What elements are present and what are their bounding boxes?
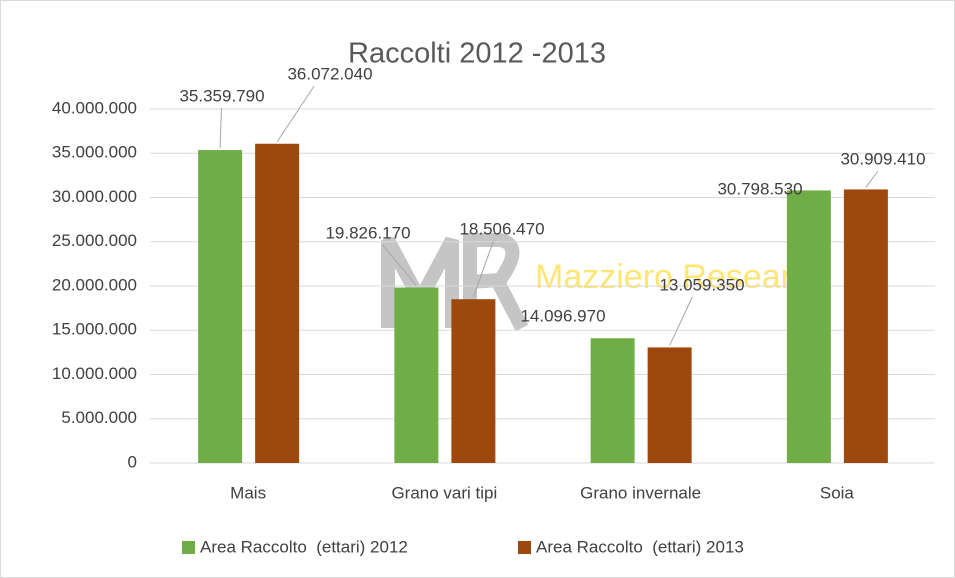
leader-line (865, 170, 879, 188)
y-tick-label: 25.000.000 (52, 231, 137, 250)
bar (786, 190, 831, 463)
watermark-text: Mazziero Research (535, 258, 828, 296)
leader-line (382, 244, 417, 286)
bar (843, 189, 888, 463)
chart-title: Raccolti 2012 -2013 (348, 38, 606, 70)
y-tick-label: 30.000.000 (52, 187, 137, 206)
legend-swatch (518, 541, 531, 554)
bar (255, 143, 300, 463)
data-label: 13.059.350 (659, 275, 744, 294)
data-label: 30.798.530 (717, 179, 802, 198)
data-label: 14.096.970 (520, 306, 605, 325)
x-tick-label: Grano invernale (580, 483, 701, 502)
leader-line (669, 296, 693, 346)
data-label: 18.506.470 (459, 219, 544, 238)
y-tick-label: 20.000.000 (52, 275, 137, 294)
data-label: 19.826.170 (325, 223, 410, 242)
legend-label: Area Raccolto (ettari) 2012 (200, 537, 408, 556)
y-tick-label: 0 (128, 452, 137, 471)
data-label: 30.909.410 (840, 149, 925, 168)
y-tick-label: 35.000.000 (52, 143, 137, 162)
data-label: 36.072.040 (287, 64, 372, 83)
bar (394, 287, 439, 463)
leader-line (472, 240, 494, 298)
leader-line (219, 107, 222, 149)
y-tick-label: 5.000.000 (61, 408, 137, 427)
bar (647, 347, 692, 463)
bar (451, 299, 496, 463)
leader-line (276, 85, 315, 143)
y-tick-label: 40.000.000 (52, 98, 137, 117)
x-tick-label: Grano vari tipi (391, 483, 497, 502)
y-tick-label: 10.000.000 (52, 364, 137, 383)
bar (590, 338, 635, 463)
legend-label: Area Raccolto (ettari) 2013 (536, 537, 744, 556)
x-tick-label: Soia (820, 483, 855, 502)
data-label: 35.359.790 (179, 86, 264, 105)
y-tick-label: 15.000.000 (52, 320, 137, 339)
x-tick-label: Mais (230, 483, 266, 502)
bar (198, 150, 243, 463)
legend-swatch (182, 541, 195, 554)
